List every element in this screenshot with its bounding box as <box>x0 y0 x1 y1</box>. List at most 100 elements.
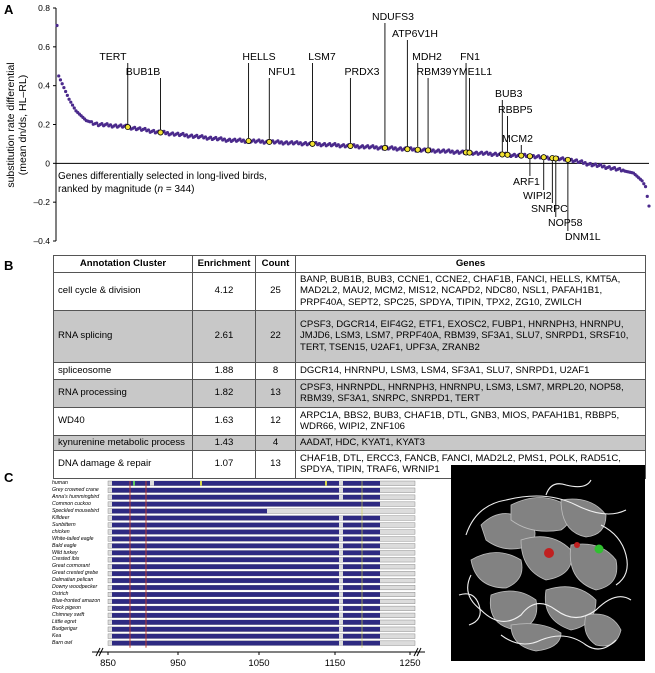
alignment-gap <box>339 543 343 549</box>
highlighted-gene-point <box>466 149 473 156</box>
y-tick-label: 0.8 <box>38 3 50 13</box>
highlighted-gene-point <box>526 153 533 160</box>
alignment-row-bar <box>112 578 380 583</box>
cluster-cell: WD40 <box>53 406 193 436</box>
data-point <box>146 128 151 132</box>
data-point <box>561 156 565 160</box>
alignment-gap <box>339 564 343 569</box>
data-point <box>64 89 68 94</box>
chart-annotation-line2: ranked by magnitude (n = 344) <box>58 184 195 195</box>
highlighted-gene-point <box>504 151 511 158</box>
highlighted-gene-point <box>414 146 421 153</box>
axis-tick-label: 1050 <box>248 658 269 669</box>
annotation-prefix: ranked by magnitude ( <box>58 184 158 195</box>
highlighted-gene-point <box>540 154 547 161</box>
data-point <box>203 135 208 139</box>
data-point <box>200 134 204 138</box>
enrichment-cell: 2.61 <box>192 309 256 363</box>
protein-structure-image <box>451 465 645 661</box>
data-point <box>241 138 246 142</box>
data-point <box>190 133 194 137</box>
alignment-gap <box>339 522 343 528</box>
alignment-gap <box>339 585 343 590</box>
species-label: Wild turkey <box>52 549 78 556</box>
data-point <box>371 144 375 148</box>
gene-label: BUB3 <box>495 88 523 100</box>
species-label: Common cuckoo <box>52 500 91 507</box>
data-point <box>479 150 484 154</box>
data-point <box>474 150 479 154</box>
data-point <box>488 151 492 155</box>
data-point <box>100 121 104 126</box>
highlighted-gene-point <box>552 155 559 162</box>
data-point <box>69 100 73 104</box>
data-point <box>607 165 611 169</box>
gene-label: ARF1 <box>513 176 540 188</box>
panel-c-letter: C <box>4 470 14 485</box>
data-point <box>317 142 321 146</box>
count-cell: 8 <box>255 361 296 380</box>
alignment-row-bar <box>112 626 380 632</box>
data-point <box>60 82 64 86</box>
enrichment-cell: 4.12 <box>192 271 256 311</box>
data-point <box>95 121 99 125</box>
alignment-gap <box>339 550 343 556</box>
enrichment-cell: 1.07 <box>192 449 256 479</box>
alignment-row-bar <box>112 508 267 514</box>
data-point <box>341 143 346 147</box>
count-cell: 12 <box>255 406 296 436</box>
alignment-gap <box>339 494 343 500</box>
panel-b-letter: B <box>4 258 14 273</box>
species-label: Little egret <box>52 619 77 626</box>
data-point <box>398 146 403 150</box>
axis-break-mark <box>98 647 104 657</box>
data-point <box>209 135 213 139</box>
axis-tick-label: 1150 <box>325 658 345 669</box>
chart-annotation-line1: Genes differentially selected in long-li… <box>58 171 267 182</box>
data-point <box>72 106 76 110</box>
green-site-mark <box>133 481 135 486</box>
alignment-gap <box>339 571 343 576</box>
data-point <box>114 123 118 127</box>
loop-shape <box>458 593 481 626</box>
count-cell: 13 <box>255 378 296 408</box>
loop-shape <box>545 479 592 496</box>
species-list: human Grey crowned crane Anna's hummingbir… <box>52 480 100 647</box>
data-point <box>618 166 622 171</box>
data-point <box>322 142 327 146</box>
axis-tick-label: 950 <box>170 658 186 669</box>
table-row: RNA splicing 2.61 22 CPSF3, DGCR14, EIF4… <box>53 309 646 363</box>
count-cell: 4 <box>255 434 296 451</box>
y-tick-label: 0 <box>45 158 50 168</box>
enrichment-cell: 1.88 <box>192 361 256 380</box>
count-cell: 25 <box>255 271 296 311</box>
red-site-marker <box>574 542 580 548</box>
data-point <box>447 148 451 152</box>
cluster-cell: kynurenine metabolic process <box>53 434 193 451</box>
alignment-gap <box>339 578 343 583</box>
alignment-row-bar <box>112 515 380 521</box>
green-site-marker <box>594 544 604 554</box>
data-point <box>393 146 397 150</box>
data-point <box>602 164 606 168</box>
data-point <box>219 136 223 140</box>
species-label: Killdeer <box>52 514 70 521</box>
helix-shape <box>584 613 622 647</box>
data-point <box>360 144 365 148</box>
alignment-gap <box>339 487 343 493</box>
data-point <box>640 179 644 183</box>
alignment-row-bar <box>112 564 380 569</box>
species-label: Barn owl <box>52 639 73 646</box>
alignment-row-bar <box>112 571 380 576</box>
enrichment-table: Annotation Cluster Enrichment Count Gene… <box>53 255 646 479</box>
table-header-row: Annotation Cluster Enrichment Count Gene… <box>53 255 646 273</box>
genes-cell: DGCR14, HNRNPU, LSM3, LSM4, SF3A1, SLU7,… <box>295 361 646 380</box>
gene-label: MCM2 <box>502 133 533 145</box>
species-label: Anna's hummingbird <box>52 493 100 500</box>
loop-shape <box>465 495 627 536</box>
species-label: Chimney swift <box>52 612 85 619</box>
helix-shape <box>510 623 562 652</box>
alignment-gap <box>339 606 343 611</box>
alignment-row-bar <box>112 640 380 646</box>
alignment-gap <box>339 633 343 639</box>
